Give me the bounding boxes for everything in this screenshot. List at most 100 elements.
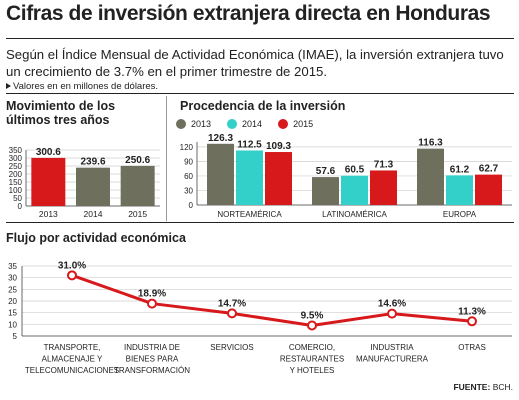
- x-tick-label: 2013: [39, 209, 58, 219]
- x-tick-label: BIENES PARA: [126, 355, 179, 364]
- bar-value-label: 109.3: [266, 141, 291, 152]
- bar-2015-0: [265, 152, 292, 205]
- y-tick-label: 150: [9, 178, 23, 187]
- x-tick-label: OTRAS: [458, 343, 486, 352]
- x-tick-label: 2014: [84, 209, 103, 219]
- y-tick-label: 250: [9, 162, 23, 171]
- bar-2014-0: [236, 150, 263, 205]
- x-tick-label: Y HOTELES: [290, 366, 335, 375]
- point-value-label: 14.7%: [218, 298, 246, 309]
- x-tick-label: MANUFACTURERA: [356, 355, 429, 364]
- point-value-label: 11.3%: [458, 306, 486, 317]
- x-tick-label: TELECOMUNICACIONES: [25, 366, 119, 375]
- legend-swatch: [227, 119, 238, 129]
- bar-2013-0: [207, 143, 234, 205]
- y-tick-label: 60: [184, 172, 193, 181]
- units-note-text: Valores en en millones de dólares.: [13, 81, 159, 92]
- line-point: [227, 308, 237, 319]
- section-rule: [6, 93, 514, 94]
- legend-label: 2013: [191, 119, 212, 129]
- chart2-legend: 2013 2014 2015: [176, 119, 313, 129]
- y-tick-label: 120: [180, 143, 194, 152]
- point-value-label: 18.9%: [138, 289, 166, 300]
- source-label: FUENTE:: [453, 382, 491, 392]
- x-tick-label: INDUSTRIA: [370, 343, 414, 352]
- y-tick-label: 0: [189, 201, 194, 210]
- bar-value-label: 126.3: [208, 133, 233, 144]
- x-tick-label: NORTEAMÉRICA: [217, 210, 282, 219]
- x-tick-label: COMERCIO,: [289, 343, 335, 352]
- x-tick-label: LATINOAMÉRICA: [322, 210, 387, 219]
- y-tick-label: 50: [13, 194, 22, 203]
- legend-item-2015: 2015: [278, 119, 313, 129]
- bar-2015-1: [370, 170, 397, 205]
- point-value-label: 9.5%: [301, 311, 324, 322]
- bar-value-label: 57.6: [316, 166, 336, 177]
- bar-value-label: 62.7: [479, 164, 499, 175]
- x-tick-label: ALMACENAJE Y: [42, 355, 103, 364]
- legend-label: 2015: [293, 119, 314, 129]
- bar-value-label: 300.6: [36, 147, 61, 158]
- y-tick-label: 350: [9, 146, 23, 155]
- bar-value-label: 250.6: [125, 155, 150, 166]
- section-rule-2: [6, 222, 514, 223]
- y-tick-label: 5: [13, 332, 18, 341]
- y-tick-label: 200: [9, 170, 23, 179]
- triangle-icon: [6, 83, 11, 89]
- x-tick-label: TRANSFORMACIÓN: [114, 366, 190, 375]
- bar-value-label: 60.5: [345, 165, 365, 176]
- bar-value-label: 71.3: [374, 159, 394, 170]
- y-tick-label: 35: [8, 262, 17, 271]
- y-tick-label: 30: [184, 186, 193, 195]
- bar-2013: [31, 157, 66, 206]
- legend-item-2014: 2014: [227, 119, 262, 129]
- x-tick-label: 2015: [128, 209, 147, 219]
- bar-2014-2: [446, 175, 473, 205]
- source-value: BCH.: [492, 382, 513, 392]
- chart1-title: Movimiento de los últimos tres años: [6, 99, 116, 127]
- line-point: [147, 298, 157, 309]
- intro-text: Según el Índice Mensual de Actividad Eco…: [6, 47, 504, 79]
- y-tick-label: 10: [8, 320, 17, 329]
- title-rule: [6, 38, 514, 39]
- y-tick-label: 100: [9, 186, 23, 195]
- x-tick-label: INDUSTRIA DE: [124, 343, 180, 352]
- bar-2015: [120, 165, 155, 206]
- bar-2014: [76, 167, 110, 206]
- line-point: [307, 320, 317, 331]
- bar-value-label: 239.6: [80, 157, 105, 168]
- y-tick-label: 25: [8, 285, 17, 294]
- point-value-label: 31.0%: [58, 260, 86, 271]
- point-value-label: 14.6%: [378, 299, 406, 310]
- line-point: [467, 316, 477, 327]
- chart3-title: Flujo por actividad económica: [6, 231, 186, 245]
- bar-2014-1: [341, 175, 368, 205]
- legend-label: 2014: [242, 119, 263, 129]
- column-divider: [166, 96, 167, 221]
- x-tick-label: EUROPA: [443, 210, 477, 219]
- x-tick-label: RESTAURANTES: [280, 355, 344, 364]
- bar-2015-2: [475, 174, 502, 205]
- y-tick-label: 300: [9, 154, 23, 163]
- y-tick-label: 20: [8, 297, 17, 306]
- line-point: [67, 270, 77, 281]
- legend-swatch: [176, 119, 186, 129]
- line-series: [71, 273, 473, 327]
- y-tick-label: 90: [184, 157, 193, 166]
- bar-2013-2: [417, 148, 444, 205]
- bar-value-label: 116.3: [418, 138, 443, 149]
- page-title: Cifras de inversión extranjera directa e…: [6, 2, 491, 25]
- legend-item-2013: 2013: [176, 119, 211, 129]
- units-note: Valores en en millones de dólares.: [6, 81, 158, 92]
- x-tick-label: SERVICIOS: [210, 343, 253, 352]
- y-tick-label: 30: [8, 274, 17, 283]
- y-tick-label: 0: [18, 202, 23, 211]
- source-note: FUENTE: BCH.: [453, 382, 513, 392]
- bar-2013-1: [312, 177, 339, 205]
- y-tick-label: 15: [8, 309, 17, 318]
- line-point: [387, 308, 397, 319]
- legend-swatch: [278, 119, 289, 129]
- bar-value-label: 112.5: [237, 139, 262, 150]
- x-tick-label: TRANSPORTE,: [44, 343, 101, 352]
